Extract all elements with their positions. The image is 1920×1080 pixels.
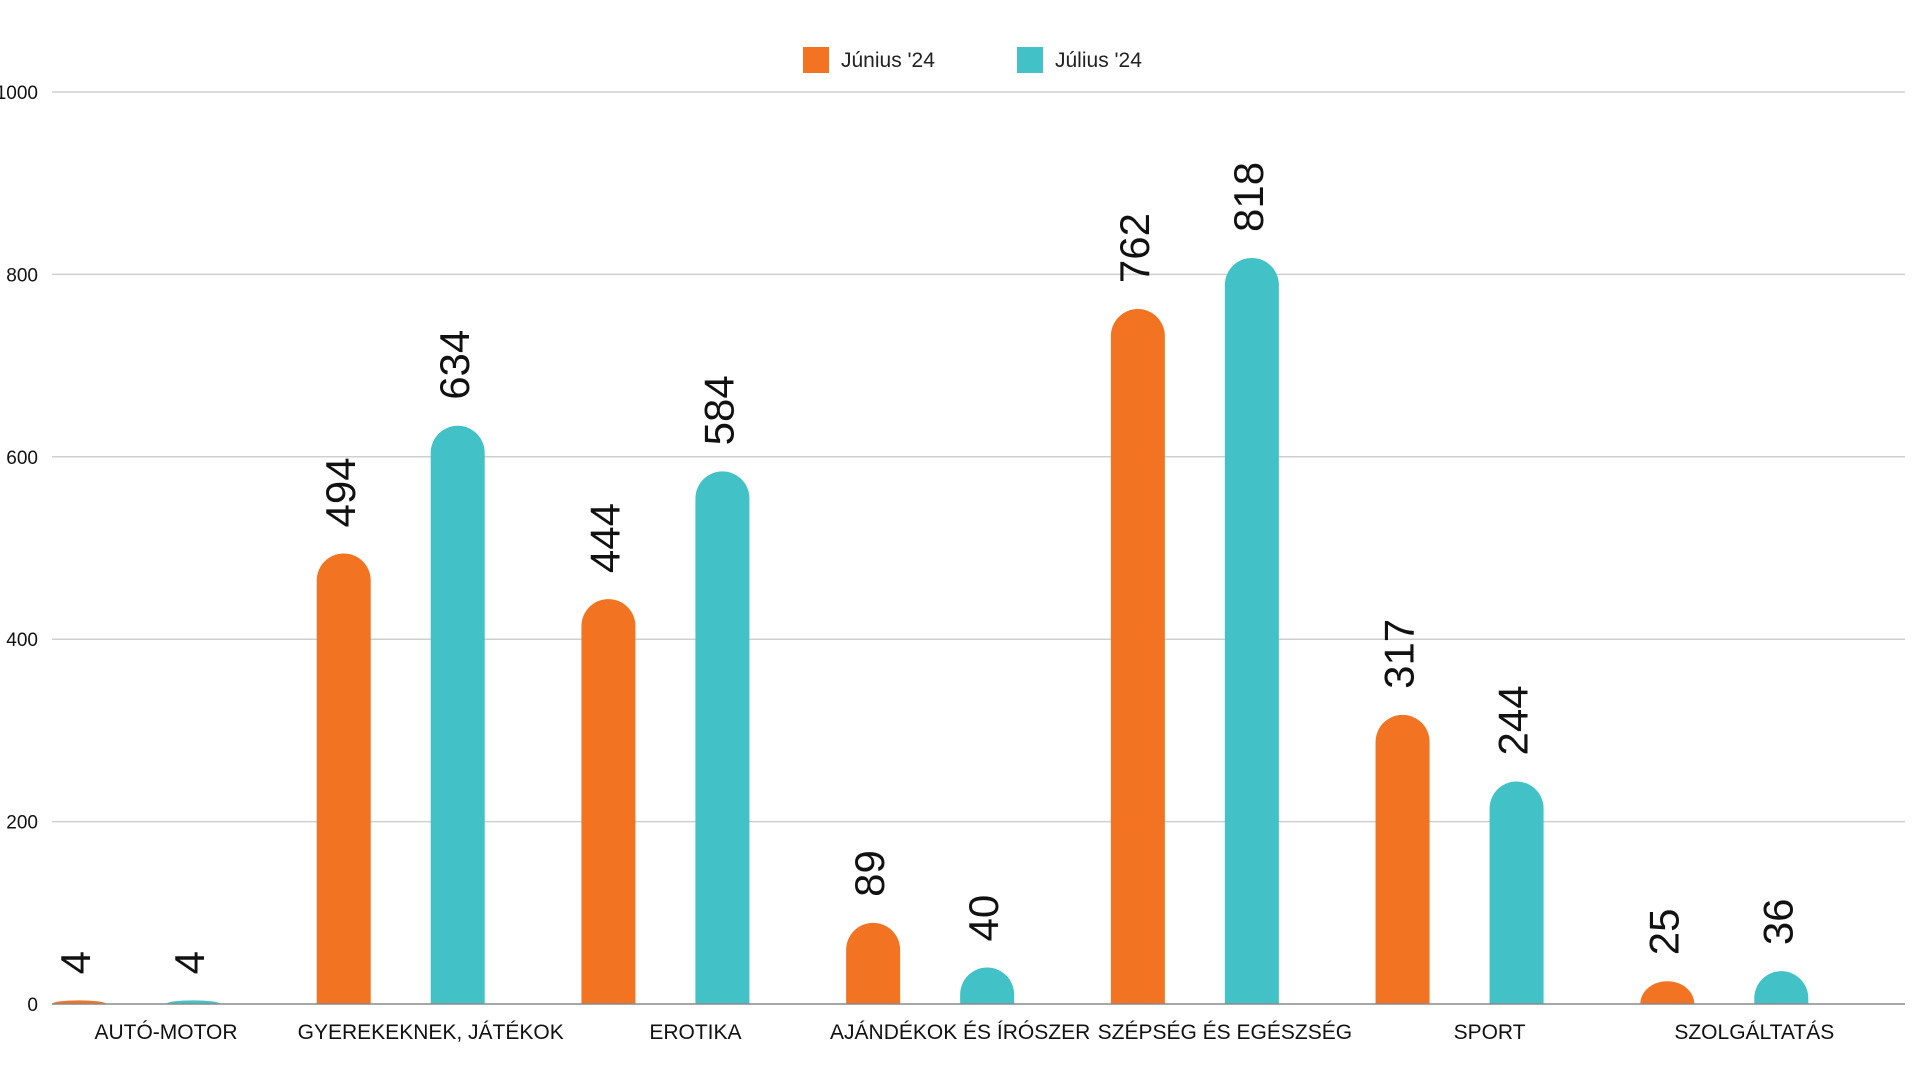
legend-label-junius: Június '24	[841, 49, 935, 72]
bar[interactable]	[52, 1000, 106, 1004]
x-tick-label: SZÉPSÉG ÉS EGÉSZSÉG	[1098, 1021, 1352, 1044]
bar[interactable]	[430, 425, 485, 1005]
data-label: 494	[317, 457, 364, 527]
data-label: 762	[1111, 213, 1158, 283]
data-labels: 4 4 494 634 444 584 89 40 762 818 317 244 25 36	[52, 162, 1801, 974]
bar[interactable]	[1754, 971, 1809, 1004]
legend: Június '24 Július '24	[803, 47, 1142, 73]
data-label: 818	[1225, 162, 1272, 232]
data-label: 244	[1490, 685, 1537, 755]
x-tick-label: EROTIKA	[649, 1021, 741, 1044]
bar[interactable]	[1489, 781, 1544, 1004]
x-tick-label: SZOLGÁLTATÁS	[1674, 1021, 1834, 1044]
data-label: 25	[1640, 908, 1687, 955]
bar[interactable]	[960, 967, 1015, 1004]
bar[interactable]	[1375, 714, 1430, 1004]
bar[interactable]	[1224, 257, 1279, 1004]
legend-label-julius: Július '24	[1055, 49, 1142, 72]
data-label: 36	[1754, 898, 1801, 945]
legend-item-julius[interactable]: Július '24	[1017, 47, 1142, 73]
x-axis-labels: AUTÓ-MOTOR GYEREKEKNEK, JÁTÉKOK EROTIKA AJÁ…	[94, 1021, 1834, 1044]
x-tick-label: AJÁNDÉKOK ÉS ÍRÓSZER	[830, 1021, 1090, 1044]
data-label: 4	[166, 951, 213, 974]
data-label: 444	[582, 503, 629, 573]
y-tick-label: 600	[6, 448, 38, 469]
bar[interactable]	[316, 553, 371, 1004]
legend-item-junius[interactable]: Június '24	[803, 47, 935, 73]
legend-swatch-junius	[803, 47, 829, 73]
data-label: 4	[52, 951, 99, 974]
data-label: 40	[960, 895, 1007, 942]
data-label: 634	[431, 330, 478, 400]
x-tick-label: SPORT	[1454, 1021, 1526, 1044]
bar[interactable]	[1640, 981, 1695, 1004]
bar[interactable]	[695, 471, 750, 1005]
bars	[52, 257, 1809, 1005]
bar[interactable]	[846, 922, 901, 1004]
bar[interactable]	[1110, 309, 1165, 1004]
y-axis-ticks: 0 200 400 600 800 1000	[0, 83, 38, 1016]
x-tick-label: GYEREKEKNEK, JÁTÉKOK	[298, 1021, 564, 1044]
bar[interactable]	[581, 599, 636, 1004]
data-label: 89	[846, 850, 893, 897]
y-tick-label: 800	[6, 265, 38, 286]
bar[interactable]	[166, 1000, 220, 1004]
data-label: 317	[1376, 619, 1423, 689]
y-tick-label: 0	[27, 995, 38, 1016]
legend-swatch-julius	[1017, 47, 1043, 73]
x-tick-label: AUTÓ-MOTOR	[94, 1021, 237, 1044]
y-tick-label: 1000	[0, 83, 38, 104]
data-label: 584	[696, 375, 743, 445]
y-tick-label: 200	[6, 813, 38, 834]
y-tick-label: 400	[6, 630, 38, 651]
